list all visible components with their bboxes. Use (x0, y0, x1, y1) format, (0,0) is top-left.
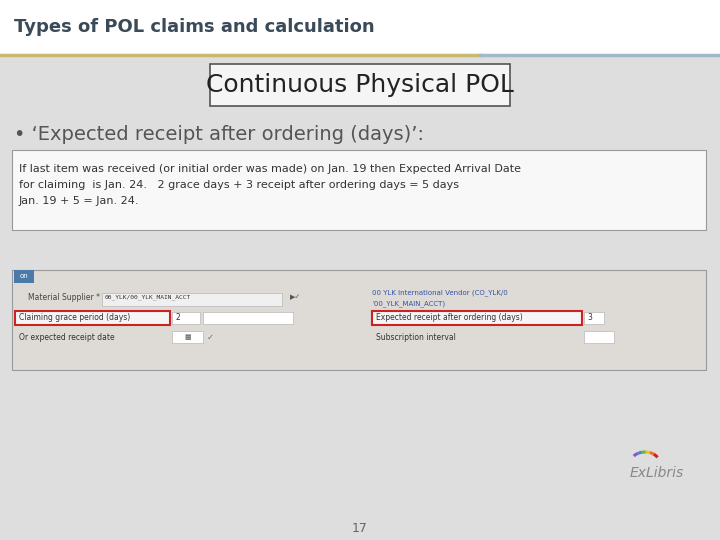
Bar (102, 293, 282, 306)
Text: ExLibris: ExLibris (630, 466, 684, 480)
FancyBboxPatch shape (372, 311, 582, 325)
Text: 00_YLK/00_YLK_MAIN_ACCT: 00_YLK/00_YLK_MAIN_ACCT (105, 294, 192, 300)
Text: Material Supplier *: Material Supplier * (28, 293, 100, 301)
Bar (14, 270, 34, 283)
Text: If last item was received (or initial order was made) on Jan. 19 then Expected A: If last item was received (or initial or… (19, 164, 521, 174)
Text: ✓: ✓ (207, 333, 214, 341)
Text: Or expected receipt date: Or expected receipt date (19, 333, 114, 341)
Text: 2: 2 (175, 314, 180, 322)
Bar (0, 55, 720, 540)
Text: '00_YLK_MAIN_ACCT): '00_YLK_MAIN_ACCT) (372, 301, 445, 307)
Bar (172, 331, 203, 343)
FancyBboxPatch shape (12, 150, 706, 230)
Text: Jan. 19 + 5 = Jan. 24.: Jan. 19 + 5 = Jan. 24. (19, 196, 140, 206)
Text: 3: 3 (587, 314, 592, 322)
Text: Types of POL claims and calculation: Types of POL claims and calculation (14, 18, 374, 37)
Text: Expected receipt after ordering (days): Expected receipt after ordering (days) (376, 314, 523, 322)
Text: ▶✓: ▶✓ (290, 294, 301, 300)
Bar (172, 312, 200, 324)
Text: on: on (19, 273, 28, 280)
Text: 17: 17 (352, 522, 368, 535)
FancyBboxPatch shape (210, 64, 510, 106)
Bar (0, 0, 720, 55)
Text: for claiming  is Jan. 24.   2 grace days + 3 receipt after ordering days = 5 day: for claiming is Jan. 24. 2 grace days + … (19, 180, 459, 190)
FancyBboxPatch shape (12, 270, 706, 370)
Bar (584, 331, 614, 343)
Text: ▦: ▦ (184, 334, 191, 340)
Bar (584, 312, 604, 324)
Text: Continuous Physical POL: Continuous Physical POL (206, 73, 514, 97)
Text: Subscription interval: Subscription interval (376, 333, 456, 341)
Bar (203, 312, 293, 324)
Text: 00 YLK International Vendor (CO_YLK/0: 00 YLK International Vendor (CO_YLK/0 (372, 289, 508, 296)
Text: • ‘Expected receipt after ordering (days)’:: • ‘Expected receipt after ordering (days… (14, 125, 424, 145)
FancyBboxPatch shape (15, 311, 170, 325)
Text: Claiming grace period (days): Claiming grace period (days) (19, 314, 130, 322)
